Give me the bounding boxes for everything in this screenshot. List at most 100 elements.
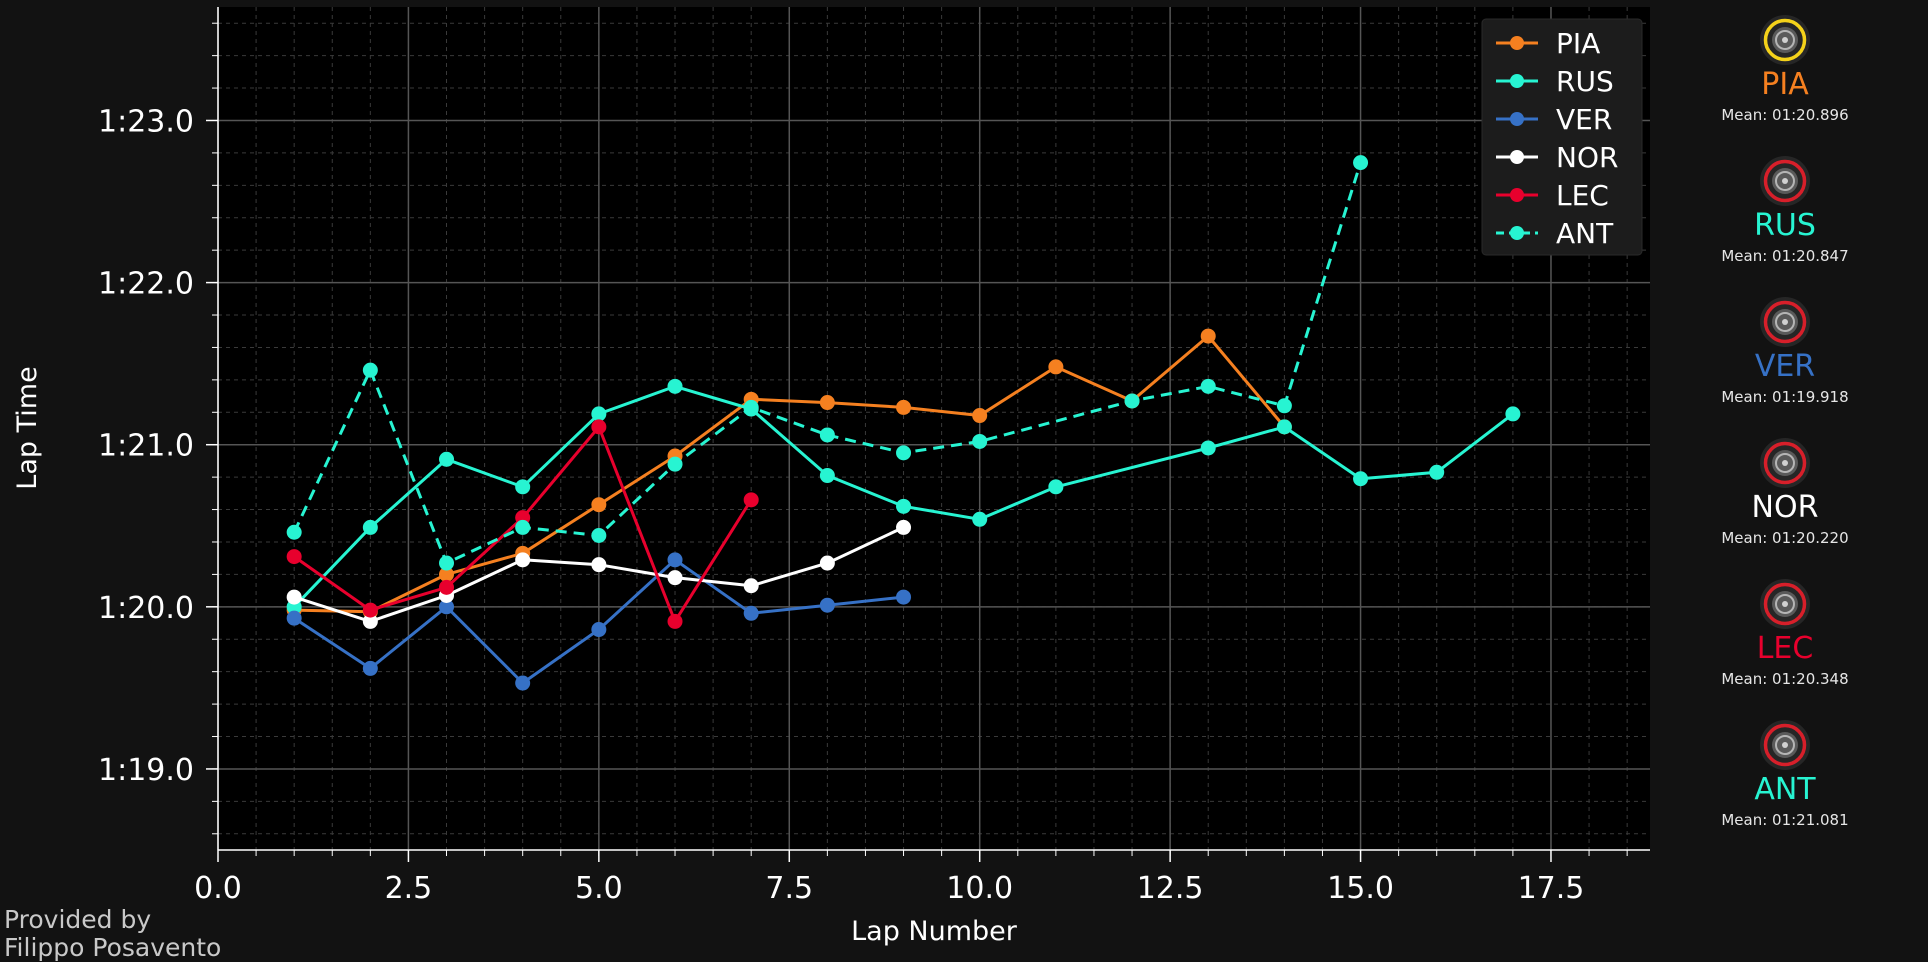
legend: PIA RUS VER NOR LEC ANT	[1481, 18, 1643, 256]
data-point-nor	[515, 552, 531, 568]
x-tick-label: 0.0	[194, 871, 242, 906]
driver-card-nor: NOR Mean: 01:20.220	[1680, 437, 1890, 547]
tyre-hub	[1782, 742, 1788, 748]
data-point-pia	[972, 408, 988, 424]
tyre-rim-ring	[1775, 312, 1795, 332]
data-point-nor	[362, 613, 378, 629]
legend-label-rus: RUS	[1556, 65, 1614, 98]
data-point-rus	[1505, 406, 1521, 422]
tyre-hub	[1782, 178, 1788, 184]
soft-tyre-icon	[1760, 579, 1810, 629]
data-point-rus	[591, 406, 607, 422]
soft-tyre-icon	[1760, 156, 1810, 206]
data-point-rus	[1429, 464, 1445, 480]
tyre-rim-ring	[1775, 30, 1795, 50]
series-ver	[286, 552, 912, 691]
data-point-lec	[667, 613, 683, 629]
tyre-compound-band	[1763, 300, 1807, 344]
data-point-pia	[819, 395, 835, 411]
data-point-ver	[819, 597, 835, 613]
driver-panel: PIA Mean: 01:20.896 RUS Mean: 01:20.847 VER M…	[1680, 0, 1890, 946]
data-point-pia	[1200, 328, 1216, 344]
tyre-rim-ring	[1775, 171, 1795, 191]
soft-tyre-icon	[1760, 720, 1810, 770]
y-tick-label: 1:22.0	[98, 267, 194, 302]
y-tick-label: 1:23.0	[98, 104, 194, 139]
driver-card-rus: RUS Mean: 01:20.847	[1680, 155, 1890, 265]
x-tick-label: 2.5	[385, 871, 433, 906]
data-point-ant	[972, 433, 988, 449]
data-point-ver	[439, 599, 455, 615]
data-point-lec	[286, 549, 302, 565]
data-point-lec	[591, 419, 607, 435]
driver-mean-time: Mean: 01:20.220	[1721, 529, 1849, 547]
data-point-rus	[1048, 479, 1064, 495]
tyre-hub	[1782, 319, 1788, 325]
data-point-rus	[362, 519, 378, 535]
driver-mean-time: Mean: 01:20.847	[1721, 247, 1849, 265]
soft-tyre-icon	[1760, 438, 1810, 488]
data-point-pia	[896, 399, 912, 415]
x-tick-label: 12.5	[1137, 871, 1204, 906]
x-tick-label: 5.0	[575, 871, 623, 906]
data-point-ant	[591, 527, 607, 543]
driver-code: PIA	[1761, 67, 1809, 102]
data-point-rus	[896, 498, 912, 514]
data-point-ver	[515, 675, 531, 691]
x-axis-title: Lap Number	[851, 916, 1018, 946]
data-point-ant	[1124, 393, 1140, 409]
legend-swatch-marker-pia	[1510, 36, 1524, 50]
tyre-compound-band	[1763, 723, 1807, 767]
credit-text: Provided by Filippo Posavento	[4, 905, 222, 962]
driver-code: NOR	[1751, 490, 1819, 525]
data-point-rus	[1200, 440, 1216, 456]
data-point-rus	[972, 511, 988, 527]
driver-card-pia: PIA Mean: 01:20.896	[1680, 14, 1890, 124]
data-point-rus	[439, 451, 455, 467]
data-point-ver	[743, 605, 759, 621]
driver-mean-time: Mean: 01:20.896	[1721, 106, 1849, 124]
data-point-pia	[439, 566, 455, 582]
legend-swatch-marker-nor	[1510, 150, 1524, 164]
tyre-rim-ring	[1775, 594, 1795, 614]
series-line-ant	[292, 162, 1363, 565]
driver-code: RUS	[1754, 208, 1816, 243]
tyre-hub	[1782, 601, 1788, 607]
data-point-lec	[362, 602, 378, 618]
driver-mean-time: Mean: 01:19.918	[1721, 388, 1849, 406]
x-tick-label: 10.0	[946, 871, 1013, 906]
series-rus	[286, 378, 1521, 615]
data-point-ant	[1200, 378, 1216, 394]
data-point-nor	[896, 519, 912, 535]
data-point-rus	[819, 468, 835, 484]
legend-swatch-marker-lec	[1510, 188, 1524, 202]
data-point-ver	[286, 610, 302, 626]
data-point-ant	[743, 399, 759, 415]
data-point-rus	[515, 479, 531, 495]
driver-mean-time: Mean: 01:20.348	[1721, 670, 1849, 688]
tyre-hub	[1782, 460, 1788, 466]
data-point-ant	[515, 519, 531, 535]
data-point-ant	[439, 555, 455, 571]
driver-card-ant: ANT Mean: 01:21.081	[1680, 719, 1890, 829]
tyre-compound-band	[1763, 159, 1807, 203]
data-point-nor	[743, 578, 759, 594]
data-point-nor	[591, 557, 607, 573]
data-point-lec	[439, 579, 455, 595]
data-point-ant	[1353, 155, 1369, 171]
driver-code: LEC	[1756, 631, 1814, 666]
series-line-pia	[294, 334, 1286, 614]
plot-area	[218, 7, 1650, 850]
driver-code: ANT	[1754, 772, 1816, 807]
data-point-rus	[667, 378, 683, 394]
tyre-hub	[1782, 37, 1788, 43]
legend-label-lec: LEC	[1556, 179, 1609, 212]
data-point-ant	[896, 445, 912, 461]
data-point-rus	[1353, 471, 1369, 487]
data-point-ver	[591, 622, 607, 638]
series-nor	[286, 519, 912, 629]
data-point-ant	[286, 524, 302, 540]
legend-swatch-marker-ant	[1510, 226, 1524, 240]
data-point-nor	[667, 570, 683, 586]
